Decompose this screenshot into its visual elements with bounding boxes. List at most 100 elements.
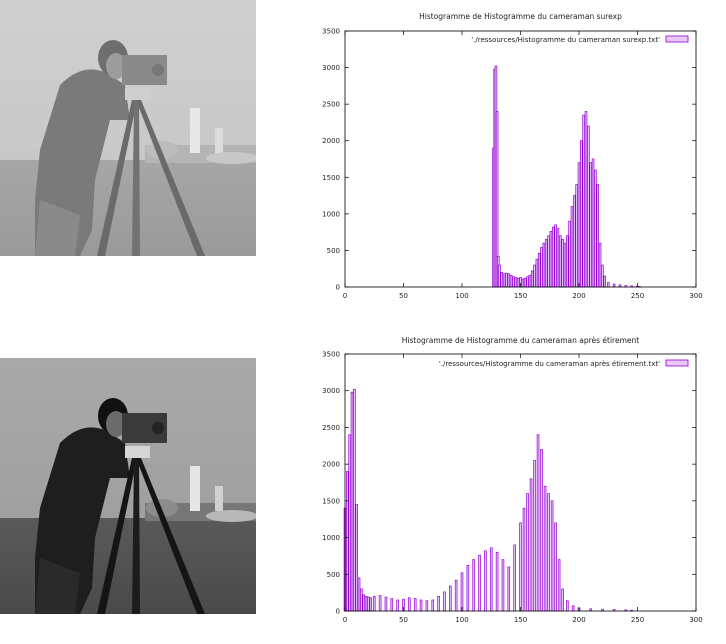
histogram-bar xyxy=(557,559,561,612)
histogram-bar xyxy=(523,277,527,288)
histogram-bar xyxy=(571,605,575,612)
histogram-bar xyxy=(603,275,607,288)
histogram-bar xyxy=(449,585,452,612)
histogram-bar xyxy=(454,579,458,612)
y-tick-label: 3000 xyxy=(322,387,340,395)
histogram-bar xyxy=(529,478,533,612)
histogram-bar xyxy=(367,596,370,612)
histogram-bar xyxy=(537,253,541,288)
plot-frame xyxy=(344,30,697,288)
histogram-bar xyxy=(460,572,464,612)
histogram-bar xyxy=(431,599,435,612)
histogram-bar xyxy=(570,206,574,288)
histogram-bar xyxy=(501,559,505,612)
histogram-bar xyxy=(554,224,557,288)
histogram-bar xyxy=(543,485,547,612)
y-tick-label: 3500 xyxy=(322,28,340,36)
y-tick-label: 3500 xyxy=(322,351,340,359)
chart-title: Histogramme de Histogramme du cameraman … xyxy=(402,336,639,345)
histogram-bar xyxy=(540,247,543,288)
x-tick-label: 150 xyxy=(514,616,527,624)
histogram-bar xyxy=(549,231,553,288)
histogram-bar xyxy=(540,449,543,612)
histogram-etirement-chart: Histogramme de Histogramme du cameraman … xyxy=(300,330,720,640)
histogram-bar xyxy=(507,566,511,612)
histogram-bar xyxy=(516,277,520,288)
histogram-bar xyxy=(533,460,536,612)
y-tick-label: 1500 xyxy=(322,497,340,505)
histogram-bar xyxy=(484,550,487,612)
histogram-bar xyxy=(566,235,569,288)
histogram-bar xyxy=(443,591,446,612)
histogram-bar xyxy=(568,220,571,288)
cameraman-overexposed-image xyxy=(0,0,256,256)
histogram-bar xyxy=(478,554,481,612)
x-tick-label: 0 xyxy=(343,292,347,300)
y-tick-label: 2500 xyxy=(322,424,340,432)
histogram-bar xyxy=(556,228,560,288)
histogram-bar xyxy=(521,278,525,288)
y-tick-label: 500 xyxy=(327,571,340,579)
histogram-bar xyxy=(419,599,423,612)
histogram-bar xyxy=(372,595,376,612)
x-tick-label: 50 xyxy=(399,616,408,624)
histogram-bar xyxy=(489,547,493,612)
histogram-bar xyxy=(542,242,546,288)
histogram-bar xyxy=(536,434,540,612)
histogram-bar xyxy=(357,577,361,612)
histogram-bar xyxy=(596,184,600,288)
histogram-bar xyxy=(472,559,475,612)
chart-title: Histogramme de Histogramme du cameraman … xyxy=(419,12,622,21)
y-tick-label: 3000 xyxy=(322,64,340,72)
x-tick-label: 300 xyxy=(689,616,702,624)
x-tick-label: 100 xyxy=(455,292,468,300)
histogram-bar xyxy=(500,272,504,288)
y-tick-label: 2500 xyxy=(322,101,340,109)
histogram-bar xyxy=(584,111,588,288)
histogram-bar xyxy=(522,507,526,612)
histogram-bar xyxy=(582,114,585,288)
histogram-bar xyxy=(519,522,522,612)
histogram-bar xyxy=(353,388,356,612)
histogram-bar xyxy=(528,274,532,288)
legend-label: './ressources/Histogramme du cameraman a… xyxy=(439,360,660,368)
histogram-bar xyxy=(507,273,511,288)
histogram-bar xyxy=(378,595,382,612)
histogram-bar xyxy=(512,276,515,288)
histogram-bar xyxy=(544,239,548,288)
histogram-bar xyxy=(350,391,354,612)
histogram-bar xyxy=(396,599,399,612)
histogram-bar xyxy=(550,500,554,612)
histogram-bar xyxy=(547,493,550,612)
histogram-bar xyxy=(408,597,411,612)
histogram-bar xyxy=(384,596,388,612)
histogram-bar xyxy=(561,239,564,288)
histogram-bar xyxy=(563,242,567,288)
histogram-bar xyxy=(558,235,562,288)
x-tick-label: 200 xyxy=(572,292,585,300)
cameraman-stretched-image xyxy=(0,358,256,614)
y-tick-label: 2000 xyxy=(322,461,340,469)
histogram-bar xyxy=(526,493,529,612)
histogram-bar xyxy=(601,264,604,288)
histogram-bar xyxy=(547,235,550,288)
histogram-bar xyxy=(612,283,616,288)
histogram-bar xyxy=(362,594,366,612)
x-tick-label: 250 xyxy=(631,616,644,624)
y-tick-label: 1000 xyxy=(322,210,340,218)
histogram-bar xyxy=(577,162,581,288)
histogram-bar xyxy=(606,282,610,288)
histogram-bar xyxy=(505,272,508,288)
legend-label: './ressources/Histogramme du cameraman s… xyxy=(471,36,660,44)
y-tick-label: 2000 xyxy=(322,137,340,145)
histogram-bar xyxy=(390,598,394,612)
histogram-bar xyxy=(369,597,373,612)
histogram-bar xyxy=(346,471,349,612)
x-tick-label: 200 xyxy=(572,616,585,624)
histogram-bar xyxy=(580,140,583,288)
y-tick-label: 1500 xyxy=(322,174,340,182)
histogram-bar xyxy=(364,595,368,612)
histogram-bar xyxy=(437,595,440,612)
histogram-bar xyxy=(535,258,539,288)
histogram-bar xyxy=(573,195,576,288)
